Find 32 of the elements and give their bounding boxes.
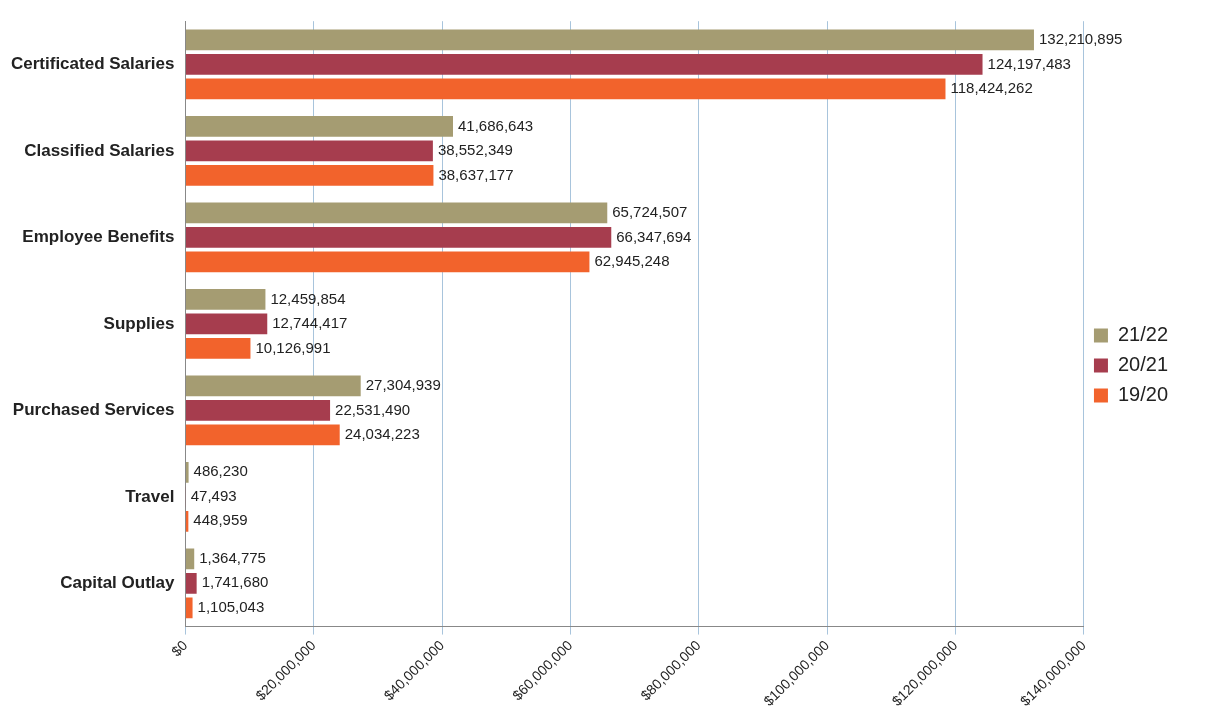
data-label: 1,741,680 <box>201 573 269 591</box>
data-label: 47,493 <box>190 486 237 504</box>
y-tick-label: Supplies <box>103 313 175 333</box>
data-label: 41,686,643 <box>458 116 534 134</box>
data-label: 12,459,854 <box>270 289 346 307</box>
data-label: 1,364,775 <box>199 548 266 566</box>
data-label: 10,126,991 <box>255 338 331 356</box>
data-label: 66,347,694 <box>616 227 692 245</box>
data-label: 22,531,490 <box>335 400 411 418</box>
data-label: 486,230 <box>193 462 248 480</box>
data-label: 12,744,417 <box>272 314 348 332</box>
data-label: 62,945,248 <box>594 252 670 270</box>
data-label: 38,637,177 <box>438 165 514 183</box>
data-label: 132,210,895 <box>1038 30 1123 48</box>
y-tick-label: Purchased Services <box>12 400 175 420</box>
data-label: 27,304,939 <box>365 376 441 393</box>
y-tick-label: Capital Outlay <box>60 573 175 593</box>
y-tick-label: Travel <box>125 486 175 506</box>
data-label: 24,034,223 <box>344 425 420 443</box>
legend-label: 20/21 <box>1117 353 1169 376</box>
x-tick-label: $0 <box>167 636 191 660</box>
legend-label: 19/20 <box>1117 383 1169 406</box>
data-label: 65,724,507 <box>612 203 688 221</box>
data-label: 118,424,262 <box>950 79 1033 97</box>
legend-label: 21/22 <box>1117 323 1169 346</box>
y-tick-label: Certificated Salaries <box>11 54 175 74</box>
data-label: 124,197,483 <box>987 54 1071 72</box>
data-label: 1,105,043 <box>197 597 265 615</box>
y-tick-label: Classified Salaries <box>24 140 175 160</box>
data-label: 38,552,349 <box>437 141 513 159</box>
data-label: 448,959 <box>193 511 248 529</box>
y-tick-label: Employee Benefits <box>22 227 175 247</box>
